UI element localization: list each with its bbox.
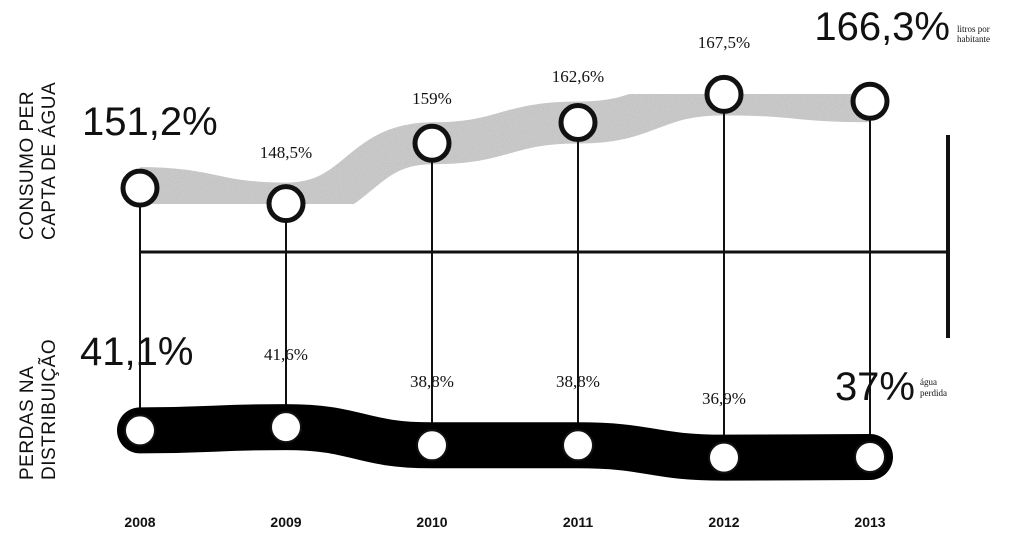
perdas-point [854, 441, 886, 473]
consumo-value-label: 159% [412, 89, 452, 108]
perdas-point [562, 429, 594, 462]
x-tick-label: 2011 [563, 514, 594, 530]
perdas-unit-note: água perdida [920, 377, 947, 398]
perdas-point [270, 411, 302, 444]
perdas-axis-title: PERDAS NA DISTRIBUIÇÃO [17, 339, 60, 480]
perdas-axis-title-line1: PERDAS NA [17, 366, 38, 480]
consumo-axis-title: CONSUMO PER CAPTA DE ÁGUA [17, 82, 60, 240]
x-tick-label: 2010 [416, 514, 447, 530]
consumo-point [704, 74, 744, 114]
consumo-value-label: 167,5% [698, 33, 750, 52]
perdas-point [416, 429, 448, 462]
consumo-band [119, 73, 891, 225]
perdas-value-label: 38,8% [410, 372, 454, 391]
consumo-unit-line1: litros por [957, 24, 990, 34]
consumo-unit-note: litros por habitante [957, 24, 992, 44]
consumo-axis-title-line1: CONSUMO PER [17, 91, 38, 240]
consumo-value-label: 148,5% [260, 143, 312, 162]
perdas-value-label: 36,9% [702, 389, 746, 408]
perdas-unit-line2: perdida [920, 388, 947, 398]
perdas-value-label: 37% [835, 365, 915, 409]
consumo-unit-line2: habitante [957, 34, 990, 44]
perdas-point [124, 414, 156, 447]
x-tick-label: 2013 [854, 514, 885, 530]
consumo-value-label: 166,3% [814, 5, 950, 49]
consumo-value-label: 151,2% [82, 100, 218, 144]
x-axis-ticks: 2008 2009 2010 2011 2012 2013 [124, 514, 885, 530]
perdas-value-label: 41,6% [264, 345, 308, 364]
consumo-point [266, 184, 306, 224]
consumo-point [850, 81, 890, 121]
perdas-series: 41,1% 41,6% 38,8% 38,8% 36,9% 37% [80, 252, 915, 481]
perdas-unit-line1: água [920, 377, 937, 387]
consumo-value-label: 162,6% [552, 67, 604, 86]
consumo-series: 151,2% 148,5% 159% 162,6% 167,5% 166,3% [82, 5, 950, 252]
consumo-point [412, 123, 452, 163]
x-tick-label: 2008 [124, 514, 155, 530]
perdas-axis-title-line2: DISTRIBUIÇÃO [38, 339, 60, 480]
perdas-band [117, 404, 893, 481]
perdas-value-label: 41,1% [80, 330, 193, 374]
perdas-point [708, 441, 740, 474]
x-tick-label: 2009 [270, 514, 301, 530]
consumo-point [558, 103, 598, 143]
perdas-value-label: 38,8% [556, 372, 600, 391]
consumo-point [120, 168, 160, 208]
consumo-axis-title-line2: CAPTA DE ÁGUA [39, 82, 60, 240]
x-tick-label: 2012 [708, 514, 739, 530]
